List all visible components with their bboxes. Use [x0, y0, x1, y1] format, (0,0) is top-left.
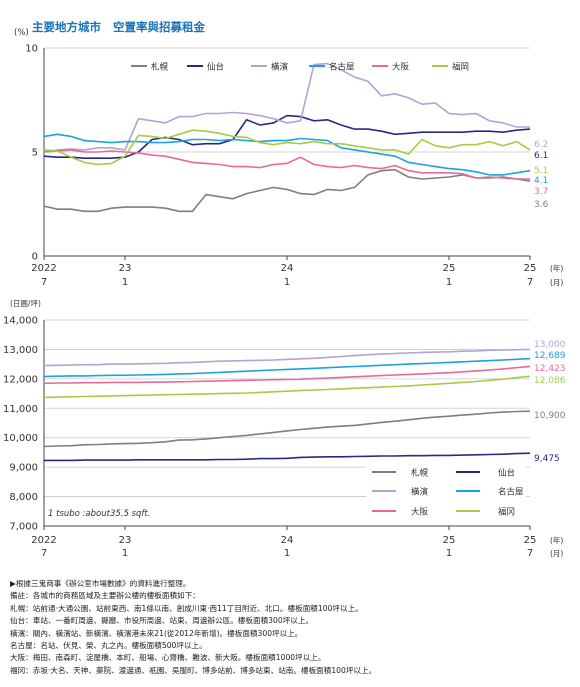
c2-end-label-3: 12,689 [534, 351, 566, 361]
c1-x-tick-year: 23 [119, 263, 132, 274]
c1-x-tick-year: 25 [524, 263, 537, 274]
notes-sendai: 仙台：車站、一番町周邊、縣廳、市役所周邊、站東、周邊辦公區。樓板面積300坪以上… [10, 616, 314, 626]
c1-series-line-2 [43, 62, 530, 153]
c1-x-tick-month: 1 [122, 277, 128, 288]
c2-y-unit-label: (日圓/坪) [10, 299, 41, 308]
notes-osaka: 大阪：梅田、南森町、淀屋橋、本町、船場、心齋橋、難波、新大阪。樓板面積1000坪… [10, 653, 326, 663]
c1-legend-label-4: 大阪 [392, 62, 410, 73]
c1-legend-label-5: 福岡 [452, 62, 469, 73]
vacancy-rate-chart: (%) 0 5 10 2022 7 23 1 24 1 25 1 25 7 (年) (月) 3.6 6.16.2 4… [14, 28, 563, 288]
c2-x-tick-year: 24 [281, 535, 294, 546]
title-part-1: 主要地方城市 [32, 20, 102, 34]
c2-x-tick-month: 1 [284, 548, 290, 559]
notes-source: ▶根據三鬼商事《辦公室市場數據》的資料進行整理。 [10, 579, 191, 588]
c1-x-tick-month: 1 [446, 277, 452, 288]
c1-end-label-3: 4.1 [534, 176, 548, 186]
c1-end-label-1: 6.1 [534, 151, 548, 161]
c2-y-tick-label: 8,000 [9, 492, 38, 503]
c2-end-label-2: 13,000 [534, 340, 566, 350]
notes-section: ▶根據三鬼商事《辦公室市場數據》的資料進行整理。 備註：各城市的商務區域及主要辦… [10, 578, 575, 677]
c2-x-tick-year: 25 [443, 535, 456, 546]
c2-x-tick-month: 1 [122, 548, 128, 559]
c1-end-label-2: 6.2 [534, 140, 548, 150]
c1-y-tick-label: 10 [25, 44, 38, 55]
title-part-2: 空置率與招募租金 [113, 20, 206, 34]
c1-x-tick-month: 7 [41, 277, 47, 288]
c2-y-tick-label: 11,000 [3, 404, 38, 415]
c2-y-tick-label: 13,000 [3, 345, 38, 356]
notes-sapporo: 札幌：站前通·大通公園、站前東西、南1條以南、創成川東·西11丁目附近、北口。樓… [10, 603, 363, 613]
notes-yokohama: 橫濱：關內、橫濱站、新橫濱、橫濱港未來21(從2012年新增)。樓板面積300坪… [10, 628, 303, 638]
c2-legend-label-2: 橫濱 [411, 487, 429, 498]
c1-series-line-5 [43, 129, 531, 166]
c1-series-line-4 [43, 149, 530, 180]
c2-end-label-1: 9,475 [534, 454, 560, 464]
c1-x-unit-year: (年) [550, 263, 563, 273]
c2-y-tick-label: 7,000 [9, 522, 38, 533]
c1-y-unit-label: (%) [14, 28, 29, 38]
c2-y-tick-label: 9,000 [9, 463, 38, 474]
c1-legend-label-2: 橫濱 [271, 62, 289, 73]
c2-legend-label-4: 大阪 [411, 507, 429, 518]
c2-y-tick-label: 14,000 [3, 316, 38, 327]
c1-legend-label-3: 名古屋 [329, 62, 355, 73]
notes-nagoya: 名古屋：名站、伏見、榮、丸之內。樓板面積500坪以上。 [10, 641, 207, 651]
c1-x-tick-year: 24 [281, 263, 294, 274]
c2-legend-label-5: 福冈 [498, 507, 515, 518]
c1-x-tick-month: 1 [284, 277, 290, 288]
c2-x-unit-year: (年) [550, 535, 563, 545]
c1-series-line-0 [43, 168, 531, 213]
c2-x-tick-year: 23 [119, 535, 132, 546]
notes-fukuoka: 福冈：赤坂·大名、天神、薬院、渡邊通、祇園、吳服町、博多站前、博多站東、站南。樓… [10, 665, 377, 675]
c2-series-line-4 [43, 365, 531, 385]
c1-x-tick-year: 25 [443, 263, 456, 274]
c1-x-tick-year: 2022 [31, 263, 56, 274]
c2-x-tick-month: 1 [446, 548, 452, 559]
c2-end-label-0: 10,900 [534, 411, 566, 421]
c1-series-line-3 [43, 133, 531, 176]
c1-y-tick-label: 5 [32, 148, 38, 159]
c2-x-tick-year: 2022 [31, 535, 56, 546]
c2-legend-label-0: 札幌 [411, 468, 429, 479]
c2-legend-label-1: 仙台 [498, 468, 515, 479]
c2-y-tick-label: 10,000 [3, 433, 38, 444]
c2-series-line-0 [43, 410, 531, 448]
c2-end-label-4: 12,423 [534, 364, 566, 374]
c2-x-unit-month: (月) [550, 549, 563, 558]
c2-series-line-2 [43, 348, 531, 367]
c2-series-line-5 [43, 375, 531, 399]
c2-unit-annotation: 1 tsubo :about35.5 sqft. [48, 509, 150, 519]
c2-legend-label-3: 名古屋 [498, 487, 524, 498]
c1-end-label-5: 5.1 [534, 166, 548, 176]
c1-x-unit-month: (月) [550, 278, 563, 287]
c2-y-tick-label: 12,000 [3, 374, 38, 385]
c1-series-line-1 [43, 114, 531, 159]
c2-x-tick-month: 7 [527, 548, 533, 559]
c2-end-label-5: 12,086 [534, 376, 566, 386]
asking-rent-chart: (日圓/坪) 7,000 8,000 9,000 10,000 11,000 12,000 1… [3, 299, 566, 559]
notes-remark: 備註：各城市的商務區域及主要辦公樓的樓板面積如下： [10, 591, 200, 601]
c1-x-tick-month: 7 [527, 277, 533, 288]
c1-legend-label-0: 札幌 [151, 62, 169, 73]
c2-x-tick-month: 7 [41, 548, 47, 559]
c2-x-tick-year: 25 [524, 535, 537, 546]
page-title: 主要地方城市 空置率與招募租金 [16, 5, 205, 49]
c2-series-line-3 [43, 357, 531, 378]
c1-legend-label-1: 仙台 [207, 62, 224, 73]
c1-y-tick-label: 0 [32, 252, 38, 263]
c1-end-label-4: 3.7 [534, 187, 548, 197]
c2-series-line-1 [44, 452, 531, 462]
c1-end-label-0: 3.6 [534, 200, 549, 210]
